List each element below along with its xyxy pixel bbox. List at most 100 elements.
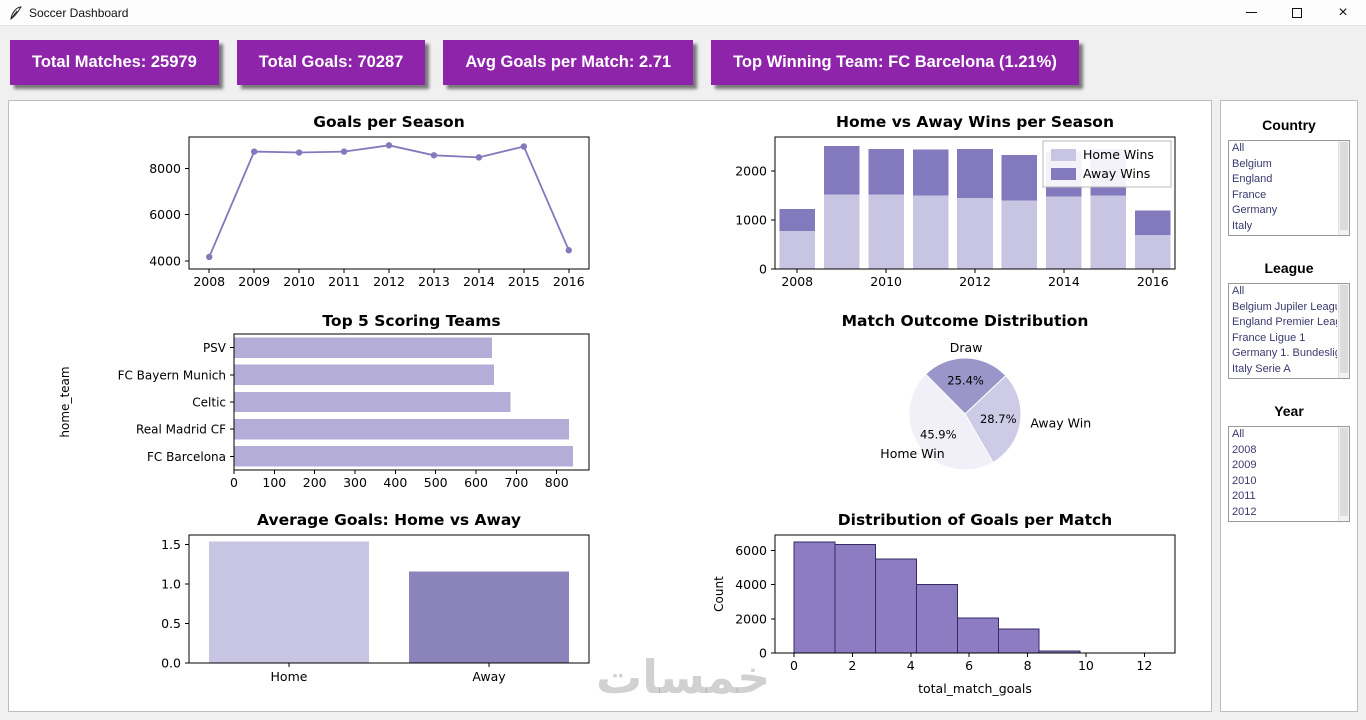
svg-text:2000: 2000 — [735, 164, 767, 179]
svg-text:2009: 2009 — [238, 274, 270, 289]
scrollbar-thumb[interactable] — [1340, 428, 1348, 517]
list-item[interactable]: France — [1232, 188, 1267, 201]
svg-text:8000: 8000 — [149, 161, 181, 176]
league-listbox[interactable]: All Belgium Jupiler League England Premier… — [1228, 283, 1350, 379]
filter-title-year: Year — [1274, 403, 1304, 419]
chart-match-outcome-pie: Match Outcome Distribution 28.7% Away Win 2… — [625, 306, 1211, 505]
svg-text:Count: Count — [712, 576, 726, 612]
svg-text:2010: 2010 — [283, 274, 315, 289]
svg-text:200: 200 — [303, 475, 327, 490]
chart-svg-wins_per_season: Home vs Away Wins per Season 0 1000 2000 200… — [735, 113, 1176, 289]
svg-text:Home Win: Home Win — [880, 446, 944, 461]
chart-top-scoring-teams: Top 5 Scoring Teams 0 100 200 300 400 500 600 70… — [39, 306, 625, 505]
list-item[interactable]: Italy Serie A — [1232, 362, 1291, 375]
legend: Home Wins Away Wins — [1042, 140, 1172, 188]
list-item[interactable]: Germany 1. Bundesliga — [1232, 347, 1337, 359]
list-item[interactable]: All — [1232, 428, 1245, 440]
svg-text:0: 0 — [759, 262, 767, 277]
filter-country: Country All Belgium England France Germany It… — [1228, 117, 1350, 236]
svg-text:2008: 2008 — [781, 274, 813, 289]
svg-text:0.0: 0.0 — [161, 656, 181, 671]
chart-svg-top_teams: Top 5 Scoring Teams 0 100 200 300 400 500 600 70… — [58, 312, 590, 490]
listbox-scrollbar[interactable] — [1338, 427, 1349, 521]
svg-text:2014: 2014 — [463, 274, 495, 289]
svg-text:8: 8 — [1024, 658, 1032, 673]
stat-card: Total Goals: 70287 — [236, 40, 426, 85]
svg-text:Match Outcome Distribution: Match Outcome Distribution — [842, 312, 1089, 330]
svg-text:FC Barcelona: FC Barcelona — [147, 450, 226, 464]
list-item[interactable]: Germany — [1232, 204, 1278, 216]
list-item[interactable]: England Premier League — [1232, 316, 1337, 328]
close-icon: × — [1338, 3, 1348, 21]
list-item[interactable]: Belgium Jupiler League — [1232, 300, 1337, 313]
svg-text:2013: 2013 — [418, 274, 450, 289]
scrollbar-thumb[interactable] — [1340, 142, 1348, 231]
minimize-icon — [1245, 12, 1257, 13]
list-item[interactable]: All — [1232, 142, 1245, 154]
svg-text:1.0: 1.0 — [161, 576, 181, 591]
svg-text:100: 100 — [262, 475, 286, 490]
list-item[interactable]: 2008 — [1232, 443, 1257, 456]
close-button[interactable]: × — [1320, 0, 1366, 25]
svg-text:Draw: Draw — [950, 340, 983, 355]
list-item[interactable]: France Ligue 1 — [1232, 331, 1306, 344]
minimize-button[interactable] — [1228, 0, 1274, 25]
svg-text:6000: 6000 — [149, 207, 181, 222]
list-item[interactable]: All — [1232, 285, 1245, 297]
list-item[interactable]: Belgium — [1232, 157, 1272, 170]
svg-text:800: 800 — [545, 475, 569, 490]
svg-text:2014: 2014 — [1048, 274, 1080, 289]
svg-text:300: 300 — [343, 475, 367, 490]
svg-text:4000: 4000 — [149, 253, 181, 268]
svg-text:0.5: 0.5 — [161, 616, 181, 631]
svg-text:2: 2 — [848, 658, 856, 673]
svg-text:2008: 2008 — [193, 274, 225, 289]
maximize-button[interactable] — [1274, 0, 1320, 25]
listbox-scrollbar[interactable] — [1338, 284, 1349, 378]
filter-title-league: League — [1264, 260, 1314, 276]
filter-title-country: Country — [1262, 117, 1316, 133]
svg-text:6: 6 — [965, 658, 973, 673]
svg-text:Top 5 Scoring Teams: Top 5 Scoring Teams — [322, 312, 500, 330]
chart-goals-per-season: Goals per Season 4000 6000 8000 2008 2009 2010… — [39, 107, 625, 306]
scrollbar-thumb[interactable] — [1340, 285, 1348, 374]
svg-text:1.5: 1.5 — [161, 537, 181, 552]
svg-text:0: 0 — [790, 658, 798, 673]
svg-text:25.4%: 25.4% — [947, 373, 984, 387]
svg-text:Home: Home — [271, 669, 308, 684]
list-item[interactable]: 2012 — [1232, 505, 1257, 518]
svg-text:total_match_goals: total_match_goals — [918, 681, 1032, 696]
svg-text:Celtic: Celtic — [192, 396, 226, 410]
svg-text:Distribution of Goals per Matc: Distribution of Goals per Match — [838, 511, 1112, 529]
svg-text:Real Madrid CF: Real Madrid CF — [136, 423, 226, 437]
window-title: Soccer Dashboard — [29, 5, 129, 20]
stat-card: Total Matches: 25979 — [10, 40, 219, 85]
list-item[interactable]: 2011 — [1232, 490, 1256, 502]
list-item[interactable]: 2010 — [1232, 474, 1257, 487]
svg-text:Home Wins: Home Wins — [1083, 147, 1154, 162]
svg-text:Average Goals: Home vs Away: Average Goals: Home vs Away — [257, 511, 521, 529]
chart-svg-goals_distribution: Distribution of Goals per Match 0 2000 4000… — [712, 511, 1176, 696]
filter-year: Year All 2008 2009 2010 2011 2012 — [1228, 403, 1350, 522]
year-listbox[interactable]: All 2008 2009 2010 2011 2012 — [1228, 426, 1350, 522]
list-item[interactable]: 2009 — [1232, 459, 1257, 471]
app-icon — [9, 5, 22, 20]
svg-text:45.9%: 45.9% — [920, 427, 957, 441]
svg-text:500: 500 — [424, 475, 448, 490]
list-item[interactable]: England — [1232, 173, 1273, 185]
stat-card: Avg Goals per Match: 2.71 — [443, 40, 694, 85]
svg-text:2016: 2016 — [553, 274, 585, 289]
svg-text:6000: 6000 — [735, 543, 767, 558]
titlebar: Soccer Dashboard × — [0, 0, 1366, 26]
list-item[interactable]: Italy — [1232, 219, 1253, 232]
svg-text:2012: 2012 — [373, 274, 405, 289]
svg-text:400: 400 — [383, 475, 407, 490]
stat-card: Top Winning Team: FC Barcelona (1.21%) — [711, 40, 1079, 85]
chart-goals-distribution: Distribution of Goals per Match 0 2000 4000… — [625, 505, 1211, 704]
country-listbox[interactable]: All Belgium England France Germany Italy — [1228, 140, 1350, 236]
svg-text:Away Win: Away Win — [1030, 416, 1091, 431]
svg-text:Away Wins: Away Wins — [1083, 166, 1150, 181]
chart-wins-per-season: Home vs Away Wins per Season 0 1000 2000 200… — [625, 107, 1211, 306]
charts-panel: Goals per Season 4000 6000 8000 2008 2009 2010… — [8, 100, 1212, 712]
listbox-scrollbar[interactable] — [1338, 141, 1349, 235]
